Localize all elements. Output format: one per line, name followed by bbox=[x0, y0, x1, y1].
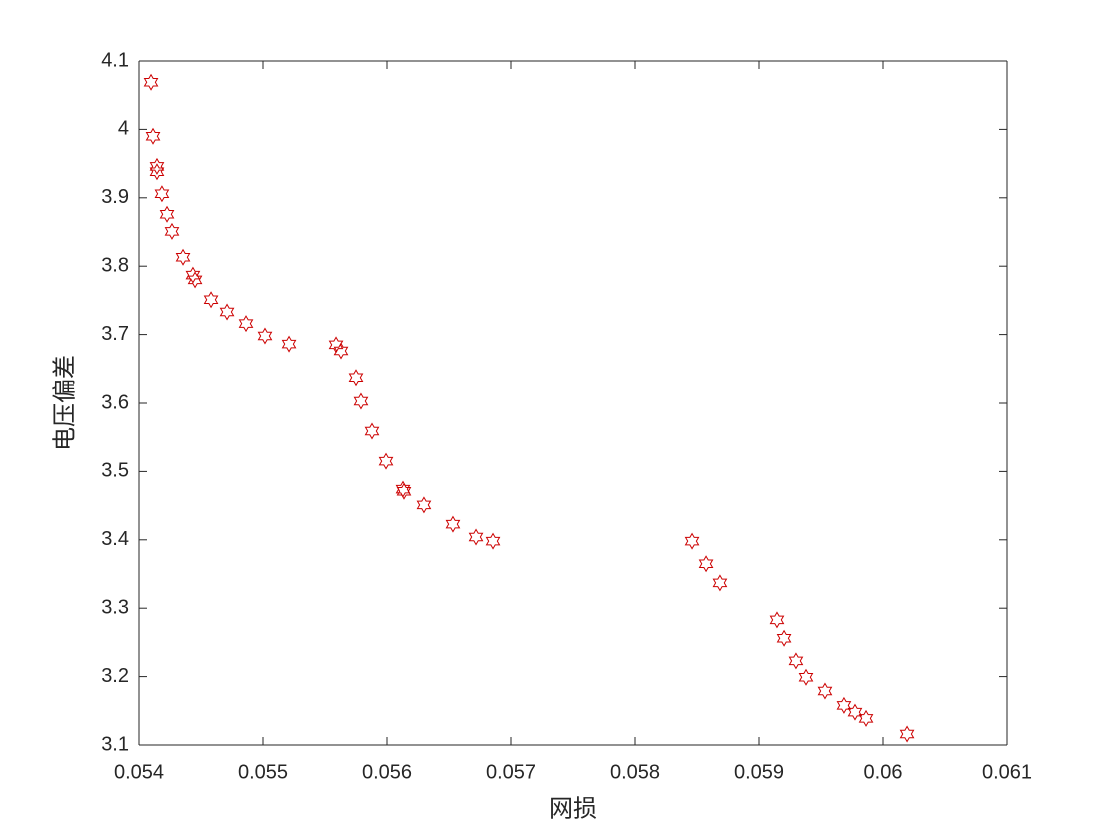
x-tick-label: 0.059 bbox=[734, 761, 784, 783]
y-tick-label: 3.7 bbox=[101, 323, 129, 345]
y-tick-label: 3.4 bbox=[101, 528, 129, 550]
point bbox=[187, 271, 203, 289]
x-tick-label: 0.058 bbox=[610, 761, 660, 783]
point bbox=[847, 703, 863, 721]
point bbox=[185, 266, 201, 284]
point bbox=[333, 342, 349, 360]
point bbox=[348, 369, 364, 387]
point bbox=[203, 291, 219, 309]
y-tick-label: 4.1 bbox=[101, 49, 129, 71]
y-tick-label: 3.6 bbox=[101, 391, 129, 413]
x-tick-label: 0.056 bbox=[362, 761, 412, 783]
point bbox=[788, 652, 804, 670]
point bbox=[416, 496, 432, 514]
point bbox=[149, 163, 165, 181]
x-tick-label: 0.06 bbox=[864, 761, 903, 783]
point bbox=[899, 725, 915, 743]
point bbox=[281, 335, 297, 353]
y-tick-label: 3.5 bbox=[101, 460, 129, 482]
y-tick-label: 3.9 bbox=[101, 186, 129, 208]
point bbox=[817, 682, 833, 700]
point bbox=[219, 303, 235, 321]
point bbox=[468, 528, 484, 546]
point bbox=[858, 709, 874, 727]
point bbox=[143, 73, 159, 91]
y-axis-label: 电压偏差 bbox=[51, 355, 79, 451]
point bbox=[364, 422, 380, 440]
point bbox=[378, 452, 394, 470]
point bbox=[149, 157, 165, 175]
point bbox=[145, 127, 161, 145]
point bbox=[159, 205, 175, 223]
x-axis-label: 网损 bbox=[549, 795, 597, 823]
y-tick-label: 3.2 bbox=[101, 665, 129, 687]
point bbox=[353, 392, 369, 410]
point bbox=[164, 222, 180, 240]
point bbox=[769, 611, 785, 629]
point bbox=[154, 185, 170, 203]
point bbox=[257, 327, 273, 345]
point bbox=[776, 629, 792, 647]
point bbox=[175, 248, 191, 266]
y-tick-label: 3.3 bbox=[101, 596, 129, 618]
point bbox=[485, 532, 501, 550]
point bbox=[396, 482, 412, 500]
point bbox=[836, 696, 852, 714]
x-tick-label: 0.057 bbox=[486, 761, 536, 783]
y-tick-label: 4 bbox=[118, 118, 129, 140]
point bbox=[238, 315, 254, 333]
point bbox=[684, 532, 700, 550]
x-tick-label: 0.055 bbox=[238, 761, 288, 783]
point bbox=[698, 555, 714, 573]
x-tick-label: 0.061 bbox=[982, 761, 1032, 783]
point bbox=[798, 668, 814, 686]
y-tick-label: 3.1 bbox=[101, 733, 129, 755]
y-tick-label: 3.8 bbox=[101, 254, 129, 276]
point bbox=[712, 574, 728, 592]
point bbox=[445, 515, 461, 533]
x-tick-label: 0.054 bbox=[114, 761, 164, 783]
